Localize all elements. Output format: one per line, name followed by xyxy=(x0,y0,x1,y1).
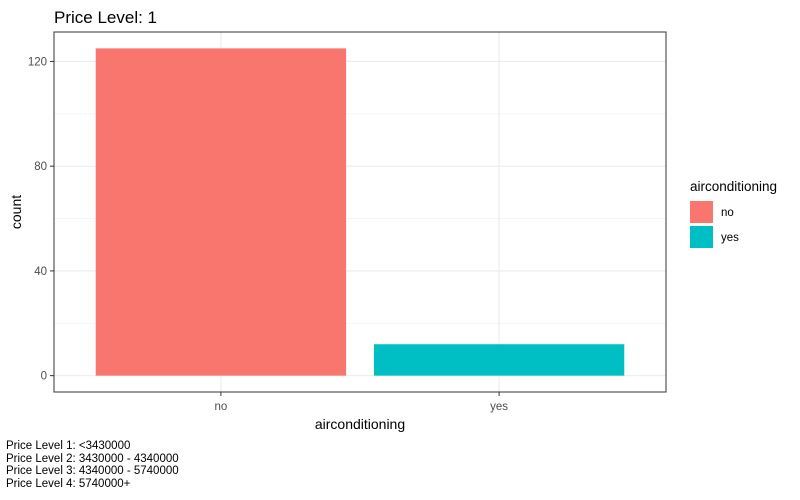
x-axis-title: airconditioning xyxy=(315,416,405,432)
caption-line-4: Price Level 4: 5740000+ xyxy=(6,477,131,490)
plot-panel-border xyxy=(53,31,667,393)
legend: airconditioning no yes xyxy=(690,179,777,248)
legend-title: airconditioning xyxy=(690,179,777,194)
y-axis: 0 40 80 120 xyxy=(28,56,54,383)
y-tick-label: 40 xyxy=(34,266,47,278)
chart-title: Price Level: 1 xyxy=(54,8,157,27)
legend-label-yes: yes xyxy=(721,232,739,244)
y-tick-label: 120 xyxy=(28,56,47,68)
caption-line-2: Price Level 2: 3430000 - 4340000 xyxy=(6,452,179,465)
legend-swatch-yes xyxy=(690,226,713,248)
caption-line-3: Price Level 3: 4340000 - 5740000 xyxy=(6,465,179,477)
y-axis-title: count xyxy=(8,195,24,229)
bar-yes xyxy=(373,344,625,376)
x-axis: no yes xyxy=(215,392,508,413)
legend-label-no: no xyxy=(721,207,734,219)
y-tick-label: 80 xyxy=(34,161,47,173)
x-tick-label: yes xyxy=(490,401,508,413)
bars xyxy=(95,48,625,376)
caption-line-1: Price Level 1: <3430000 xyxy=(6,440,131,452)
x-tick-label: no xyxy=(215,401,228,413)
y-tick-label: 0 xyxy=(41,371,47,383)
price-level-caption: Price Level 1: <3430000 Price Level 2: 3… xyxy=(6,440,179,490)
legend-swatch-no xyxy=(690,201,713,223)
bar-no xyxy=(95,48,347,376)
